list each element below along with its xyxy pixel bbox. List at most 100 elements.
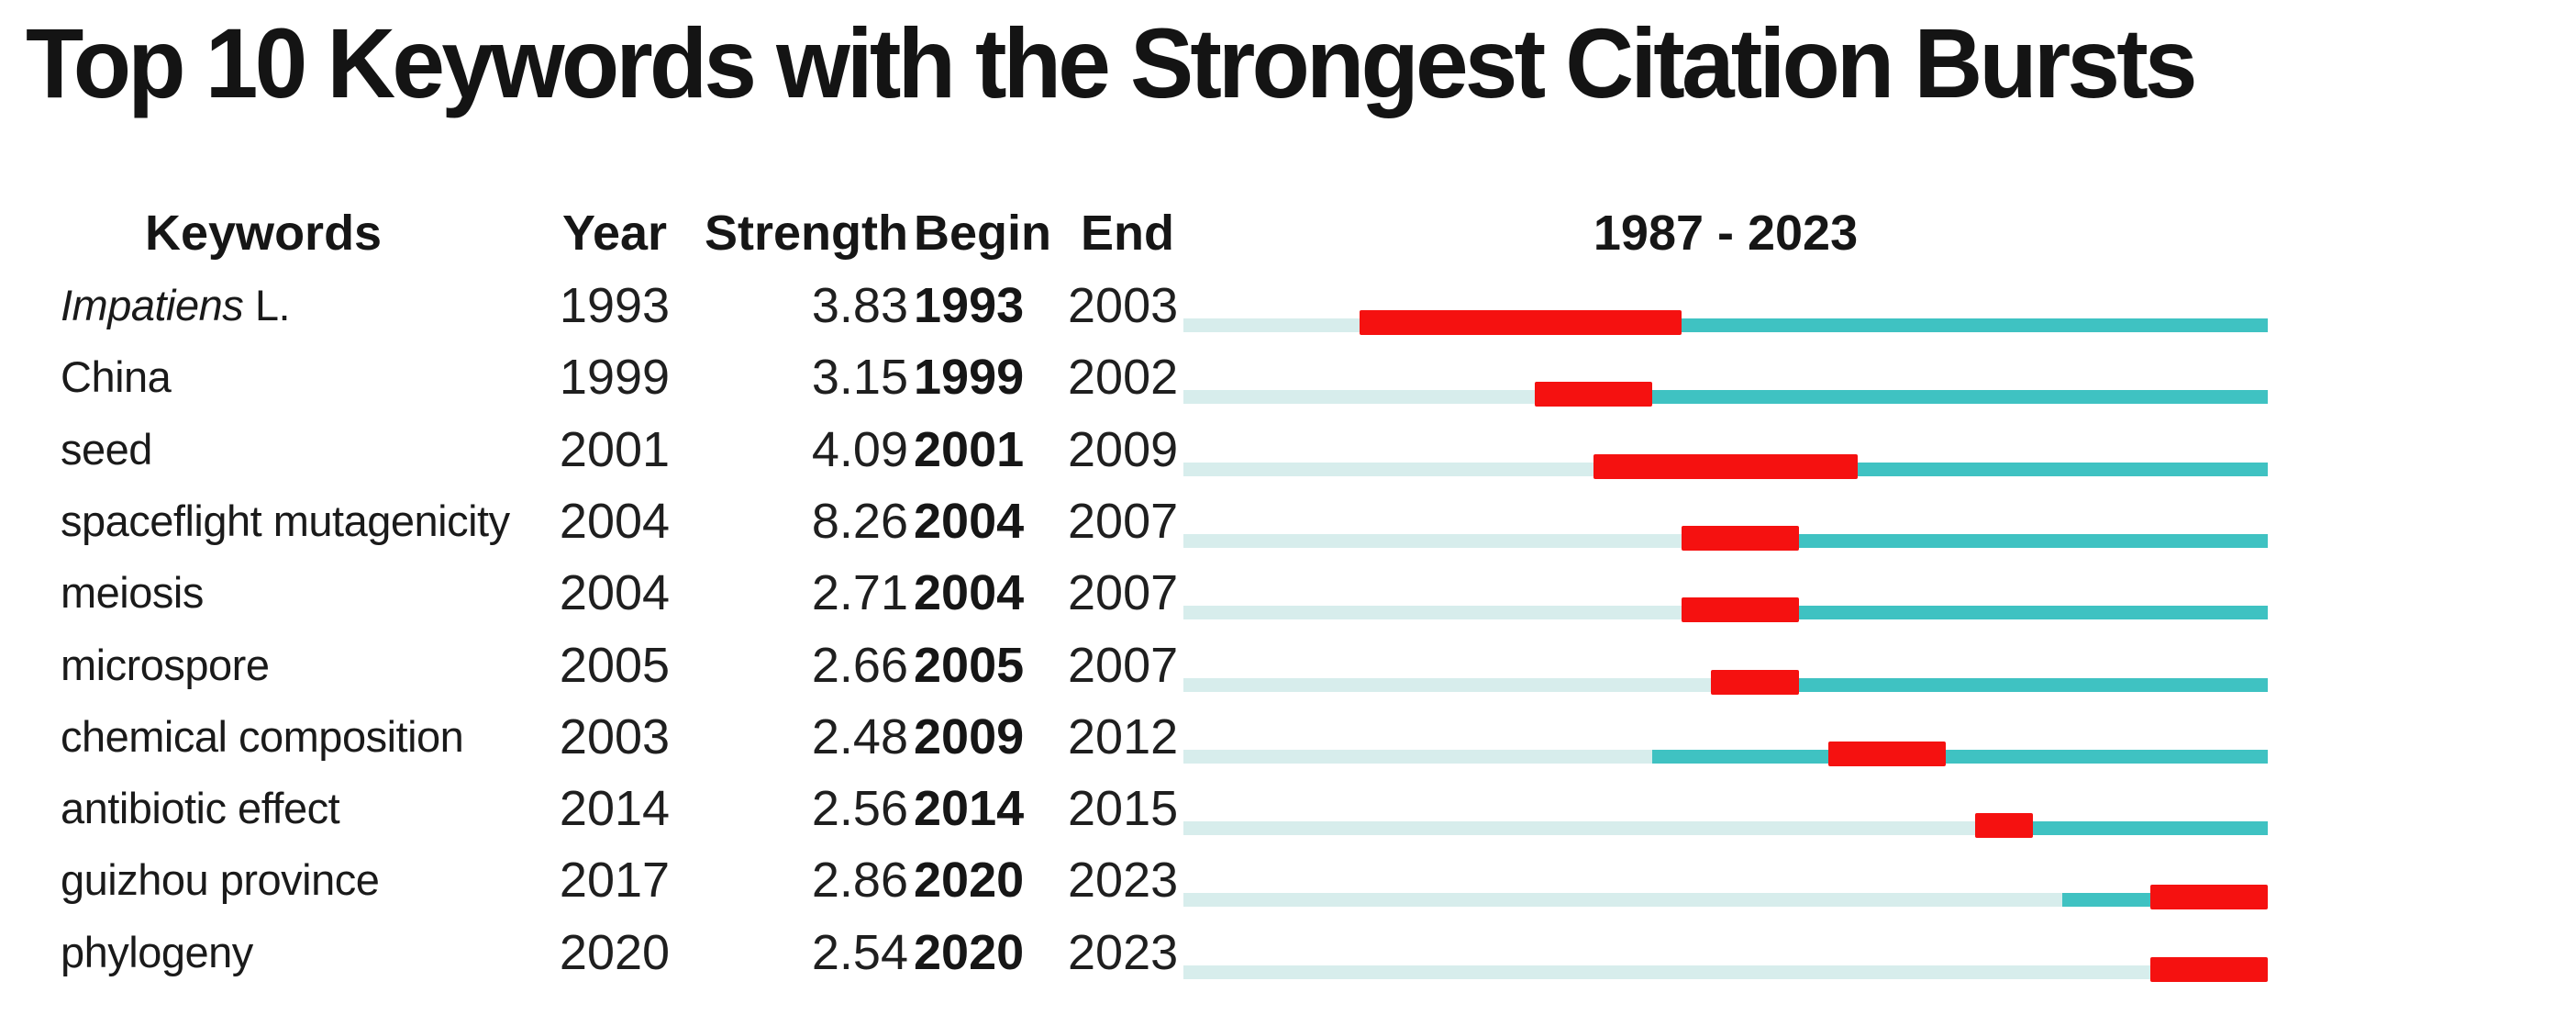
begin-value: 2005	[914, 637, 1025, 693]
year-value: 2003	[559, 708, 671, 764]
keyword-label: China	[61, 352, 172, 402]
strength-value: 3.83	[811, 278, 908, 333]
pre-appearance-segment	[1183, 821, 1975, 836]
keyword-label: antibiotic effect	[61, 784, 340, 833]
begin-value: 2020	[914, 924, 1025, 980]
begin-value: 1999	[914, 350, 1025, 406]
timeline-bar	[1183, 917, 2268, 988]
pre-appearance-segment	[1183, 390, 1536, 405]
table-row: China 1999 3.15 1999 2002	[0, 341, 2576, 413]
begin-value: 2004	[914, 565, 1025, 621]
end-value: 2002	[1068, 350, 1179, 406]
keyword-plain-part: L.	[243, 281, 291, 329]
column-header-strength: Strength	[705, 206, 908, 261]
keyword-label: spaceflight mutagenicity	[61, 496, 510, 545]
active-segment	[1682, 533, 2268, 548]
timeline-bar	[1183, 557, 2268, 629]
begin-value: 2009	[914, 708, 1025, 764]
burst-segment	[2150, 885, 2268, 910]
strength-value: 2.56	[811, 781, 908, 837]
column-header-timeline-range: 1987 - 2023	[1593, 206, 1859, 261]
end-value: 2003	[1068, 278, 1179, 333]
burst-segment	[2150, 956, 2268, 982]
year-value: 2020	[559, 924, 671, 980]
begin-value: 2001	[914, 421, 1025, 477]
column-header-begin: Begin	[914, 206, 1052, 261]
timeline-bar	[1183, 630, 2268, 701]
burst-segment	[1974, 813, 2034, 839]
table-header: Keywords Year Strength Begin End 1987 - …	[0, 207, 2576, 259]
active-segment	[1535, 390, 2268, 405]
strength-value: 3.15	[811, 350, 908, 406]
keyword-label: seed	[61, 424, 152, 474]
begin-value: 2004	[914, 493, 1025, 549]
strength-value: 8.26	[811, 493, 908, 549]
keyword-label: meiosis	[61, 568, 204, 618]
burst-segment	[1682, 597, 1799, 623]
table-row: chemical composition 2003 2.48 2009 2012	[0, 701, 2576, 773]
column-header-year: Year	[561, 206, 668, 261]
strength-value: 2.48	[811, 708, 908, 764]
pre-appearance-segment	[1183, 606, 1682, 620]
year-value: 2017	[559, 853, 671, 909]
strength-value: 4.09	[811, 421, 908, 477]
burst-segment	[1711, 669, 1799, 695]
end-value: 2007	[1068, 565, 1179, 621]
begin-value: 1993	[914, 278, 1025, 333]
table-row: phylogeny 2020 2.54 2020 2023	[0, 917, 2576, 988]
keyword-label: phylogeny	[61, 927, 253, 976]
strength-value: 2.71	[811, 565, 908, 621]
table-row: Impatiens L. 1993 3.83 1993 2003	[0, 270, 2576, 341]
end-value: 2007	[1068, 493, 1179, 549]
begin-value: 2020	[914, 853, 1025, 909]
pre-appearance-segment	[1183, 318, 1360, 332]
year-value: 2001	[559, 421, 671, 477]
pre-appearance-segment	[1183, 462, 1594, 476]
burst-segment	[1682, 525, 1799, 551]
page-title: Top 10 Keywords with the Strongest Citat…	[26, 7, 2198, 118]
burst-segment	[1827, 741, 1946, 766]
end-value: 2023	[1068, 853, 1179, 909]
end-value: 2015	[1068, 781, 1179, 837]
year-value: 2014	[559, 781, 671, 837]
table-row: guizhou province 2017 2.86 2020 2023	[0, 844, 2576, 916]
end-value: 2012	[1068, 708, 1179, 764]
timeline-bar	[1183, 341, 2268, 413]
timeline-bar	[1183, 270, 2268, 341]
table-row: seed 2001 4.09 2001 2009	[0, 414, 2576, 485]
pre-appearance-segment	[1183, 893, 2063, 908]
timeline-bar	[1183, 485, 2268, 557]
table-row: spaceflight mutagenicity 2004 8.26 2004 2007	[0, 485, 2576, 557]
active-segment	[1652, 749, 2268, 764]
pre-appearance-segment	[1183, 677, 1712, 692]
strength-value: 2.86	[811, 853, 908, 909]
pre-appearance-segment	[1183, 965, 2151, 979]
keyword-label: microspore	[61, 640, 270, 689]
timeline-bar	[1183, 773, 2268, 844]
begin-value: 2014	[914, 781, 1025, 837]
year-value: 2005	[559, 637, 671, 693]
timeline-bar	[1183, 844, 2268, 916]
keyword-label: chemical composition	[61, 711, 464, 761]
burst-segment	[1535, 382, 1653, 407]
keyword-label: Impatiens L.	[61, 270, 547, 341]
table-row: microspore 2005 2.66 2005 2007	[0, 630, 2576, 701]
timeline-bar	[1183, 414, 2268, 485]
end-value: 2009	[1068, 421, 1179, 477]
active-segment	[1711, 677, 2268, 692]
active-segment	[1974, 821, 2268, 836]
year-value: 1999	[559, 350, 671, 406]
column-header-end: End	[1081, 206, 1174, 261]
strength-value: 2.54	[811, 924, 908, 980]
year-value: 2004	[559, 565, 671, 621]
strength-value: 2.66	[811, 637, 908, 693]
end-value: 2023	[1068, 924, 1179, 980]
year-value: 1993	[559, 278, 671, 333]
pre-appearance-segment	[1183, 533, 1682, 548]
table-row: antibiotic effect 2014 2.56 2014 2015	[0, 773, 2576, 844]
pre-appearance-segment	[1183, 749, 1653, 764]
burst-segment	[1359, 310, 1682, 335]
end-value: 2007	[1068, 637, 1179, 693]
burst-segment	[1593, 453, 1858, 479]
